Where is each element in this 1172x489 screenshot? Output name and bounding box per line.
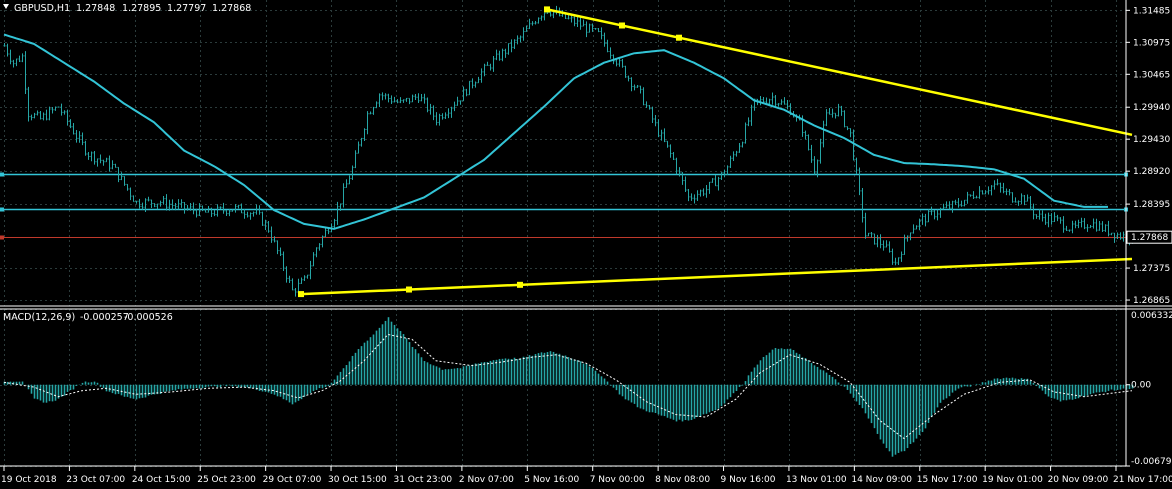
time-tick-label: 21 Nov 17:00 — [1113, 475, 1172, 485]
price-tick-label: 1.31485 — [1133, 6, 1170, 16]
time-tick-label: 24 Oct 15:00 — [132, 475, 191, 485]
level-handle — [0, 207, 4, 212]
price-tick-label: 1.30465 — [1133, 70, 1170, 80]
time-tick-label: 7 Nov 00:00 — [590, 475, 645, 485]
price-tick-label: 1.28395 — [1133, 200, 1170, 210]
lower-trendline — [300, 257, 1133, 296]
time-tick-label: 14 Nov 09:00 — [851, 475, 912, 485]
trendlines[interactable] — [298, 6, 1133, 298]
time-axis: 19 Oct 2018 23 Oct 07:00 24 Oct 15:00 25 Oc… — [1, 466, 1172, 485]
price-tick-label: 1.26865 — [1133, 296, 1170, 306]
macd-name: MACD(12,26,9) — [3, 312, 75, 323]
price-tick-label: 1.29940 — [1133, 103, 1170, 113]
macd-axis: 0.006332 0.00 -0.006798 — [1126, 308, 1172, 467]
price-tick-label: 1.30975 — [1133, 38, 1170, 48]
high-value: 1.27895 — [122, 3, 161, 14]
macd-signal-line — [3, 333, 1133, 440]
time-tick-label: 5 Nov 16:00 — [524, 475, 579, 485]
time-tick-label: 13 Nov 01:00 — [786, 475, 847, 485]
macd-tick-label: 0.006332 — [1131, 311, 1172, 321]
macd-signal-value: -0.000526 — [124, 312, 173, 323]
price-tick-label: 1.29430 — [1133, 135, 1170, 145]
open-value: 1.27848 — [76, 3, 115, 14]
moving-average-line — [3, 33, 1108, 230]
current-price-label: 1.27868 — [1131, 233, 1168, 243]
price-tick-label: 1.27375 — [1133, 264, 1170, 274]
time-tick-label: 30 Oct 15:00 — [328, 475, 387, 485]
chart-header: GBPUSD,H1 1.27848 1.27895 1.27797 1.2786… — [3, 3, 251, 14]
time-tick-label: 8 Nov 08:00 — [655, 475, 710, 485]
panel-frames — [0, 0, 1172, 467]
time-tick-label: 9 Nov 16:00 — [721, 475, 776, 485]
close-value: 1.27868 — [212, 3, 251, 14]
macd-histogram — [3, 317, 1134, 457]
time-tick-label: 29 Oct 07:00 — [263, 475, 322, 485]
macd-tick-label: 0.00 — [1131, 381, 1151, 391]
time-tick-label: 20 Nov 09:00 — [1048, 475, 1109, 485]
price-tick-label: 1.28920 — [1133, 167, 1170, 177]
macd-tick-label: -0.006798 — [1131, 457, 1172, 467]
time-tick-label: 23 Oct 07:00 — [66, 475, 125, 485]
trendline-handle — [676, 34, 682, 41]
level-handle — [0, 172, 4, 177]
time-tick-label: 19 Nov 01:00 — [982, 475, 1043, 485]
time-tick-label: 31 Oct 23:00 — [393, 475, 452, 485]
macd-header: MACD(12,26,9) -0.000257 -0.000526 — [3, 312, 173, 323]
trendline-handle — [406, 286, 412, 293]
trendline-handle — [517, 281, 523, 288]
price-bars — [3, 5, 1134, 297]
trendline-handle — [298, 291, 304, 298]
low-value: 1.27797 — [167, 3, 206, 14]
trendline-handle — [544, 6, 550, 13]
symbol-label: GBPUSD,H1 — [14, 3, 70, 14]
time-tick-label: 25 Oct 23:00 — [197, 475, 256, 485]
macd-main-value: -0.000257 — [80, 312, 129, 323]
trendline-handle — [619, 22, 625, 29]
dropdown-triangle-icon[interactable] — [3, 4, 9, 9]
time-tick-label: 19 Oct 2018 — [1, 475, 57, 485]
bid-handle — [0, 235, 4, 240]
upper-trendline — [546, 8, 1133, 137]
time-tick-label: 15 Nov 17:00 — [917, 475, 978, 485]
current-price-marker: 1.27868 — [1126, 230, 1172, 244]
time-tick-label: 2 Nov 07:00 — [459, 475, 514, 485]
price-axis: 1.31485 1.30975 1.30465 1.29940 1.29430 1.289… — [1126, 6, 1170, 306]
